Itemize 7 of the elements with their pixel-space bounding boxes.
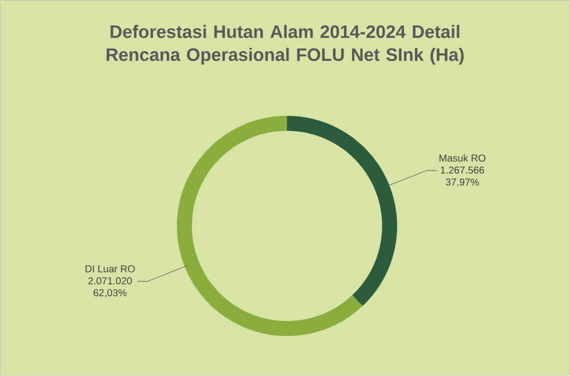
chart-title: Deforestasi Hutan Alam 2014-2024 Detail Rencana Operasional FOLU Net SInk (Ha) bbox=[106, 24, 464, 65]
text: 37,97% bbox=[446, 178, 479, 187]
text: 62,03% bbox=[94, 289, 127, 298]
slice-label: Masuk RO bbox=[440, 154, 486, 162]
data-label: 1.267.566 bbox=[440, 166, 484, 174]
slice-label: DI Luar RO bbox=[86, 265, 135, 272]
data-label: 2.071.020 bbox=[88, 277, 132, 284]
